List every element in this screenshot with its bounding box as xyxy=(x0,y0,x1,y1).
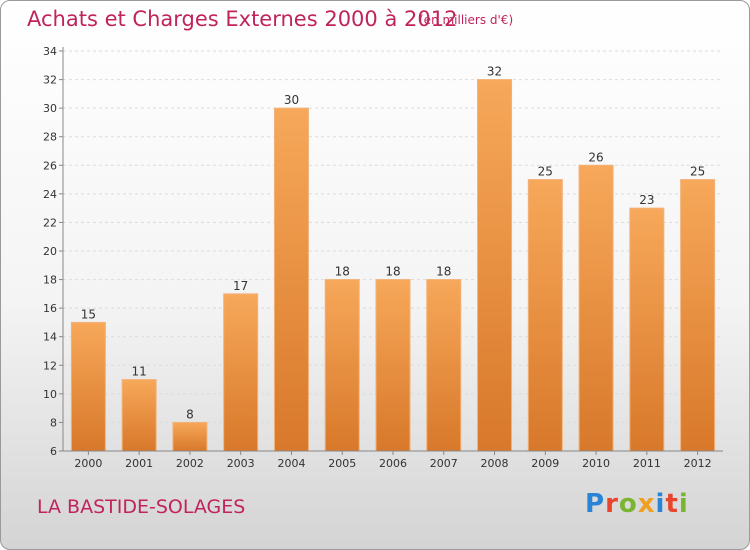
bar-2000 xyxy=(70,321,106,452)
y-tick-label: 34 xyxy=(43,45,57,58)
x-tick-label: 2005 xyxy=(328,457,356,470)
data-label: 18 xyxy=(436,265,451,279)
data-label: 8 xyxy=(186,407,194,421)
axes: 6 8 10 12 14 16 18 20 22 24 26 28 30 32 34 2000 2001 2002… xyxy=(43,45,723,470)
bar-2001 xyxy=(121,379,157,452)
y-tick-label: 22 xyxy=(43,216,57,229)
x-tick-label: 2000 xyxy=(74,457,102,470)
bar-2003 xyxy=(223,293,259,452)
bar-2012 xyxy=(680,179,716,452)
y-tick-label: 18 xyxy=(43,274,57,287)
y-tick-label: 14 xyxy=(43,331,57,344)
y-tick-label: 32 xyxy=(43,74,57,87)
bar-2004 xyxy=(273,107,309,452)
x-tick-label: 2006 xyxy=(379,457,407,470)
bar-2006 xyxy=(375,279,411,452)
y-tick-label: 20 xyxy=(43,245,57,258)
bar-2010 xyxy=(578,164,614,452)
y-tick-label: 6 xyxy=(50,445,57,458)
x-tick-label: 2001 xyxy=(125,457,153,470)
bars: 15 11 8 17 30 18 18 18 32 25 26 23 25 xyxy=(70,65,716,452)
data-label: 17 xyxy=(233,279,248,293)
bar-2005 xyxy=(324,279,360,452)
data-label: 26 xyxy=(588,150,603,164)
y-tick-label: 28 xyxy=(43,131,57,144)
y-tick-label: 8 xyxy=(50,416,57,429)
x-tick-label: 2008 xyxy=(481,457,509,470)
data-label: 11 xyxy=(132,365,147,379)
data-label: 30 xyxy=(284,93,299,107)
x-tick-label: 2007 xyxy=(430,457,458,470)
x-tick-label: 2003 xyxy=(227,457,255,470)
y-tick-label: 16 xyxy=(43,302,57,315)
bar-2008 xyxy=(477,79,513,452)
data-label: 18 xyxy=(335,265,350,279)
data-label: 18 xyxy=(385,265,400,279)
data-label: 25 xyxy=(690,165,705,179)
bar-2002 xyxy=(172,421,208,452)
bar-2007 xyxy=(426,279,462,452)
x-tick-label: 2002 xyxy=(176,457,204,470)
y-tick-label: 30 xyxy=(43,102,57,115)
x-tick-label: 2011 xyxy=(633,457,661,470)
y-tick-label: 24 xyxy=(43,188,57,201)
bar-2009 xyxy=(527,179,563,452)
chart-title: Achats et Charges Externes 2000 à 2012 xyxy=(27,7,458,31)
x-tick-label: 2010 xyxy=(582,457,610,470)
city-name: LA BASTIDE-SOLAGES xyxy=(37,496,246,518)
bar-2011 xyxy=(629,207,665,452)
x-tick-label: 2009 xyxy=(531,457,559,470)
chart-unit: (en milliers d'€) xyxy=(419,13,514,27)
data-label: 25 xyxy=(538,165,553,179)
x-tick-label: 2004 xyxy=(277,457,305,470)
y-tick-label: 10 xyxy=(43,388,57,401)
data-label: 15 xyxy=(81,307,96,321)
proxiti-logo: Proxiti xyxy=(585,489,689,519)
data-label: 23 xyxy=(639,193,654,207)
y-tick-label: 12 xyxy=(43,359,57,372)
data-label: 32 xyxy=(487,65,502,79)
y-tick-label: 26 xyxy=(43,159,57,172)
x-tick-label: 2012 xyxy=(684,457,712,470)
